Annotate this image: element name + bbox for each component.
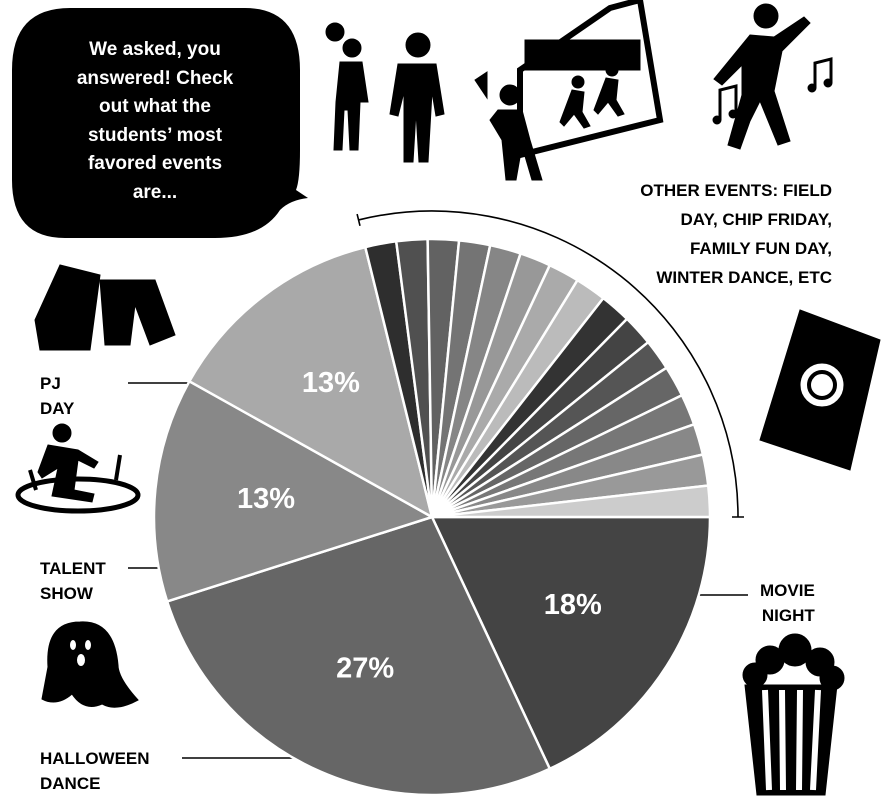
pie-slice <box>187 245 434 520</box>
pie-slice <box>152 379 436 603</box>
text-line: OTHER EVENTS: FIELD <box>640 181 832 200</box>
icons <box>15 0 881 796</box>
pie-slice <box>431 484 712 519</box>
text-line: answered! Check <box>76 67 234 89</box>
text-line: We asked, you <box>89 39 221 60</box>
other-events-note: OTHER EVENTS: FIELD DAY, CHIP FRIDAY, FAMI… <box>560 176 832 292</box>
category-label: PJ DAY <box>40 374 75 418</box>
text-line: DAY, CHIP FRIDAY, <box>680 210 832 229</box>
pie-slice <box>165 515 552 797</box>
pie: 18% 27% 13% 13% <box>152 210 744 797</box>
text-line: out what the <box>99 96 211 117</box>
value-label: 18% <box>544 589 602 621</box>
speech-bubble-text: We asked, you answered! Check out what the… <box>40 36 270 207</box>
value-label: 13% <box>237 483 295 515</box>
category-label: TALENT SHOW <box>40 559 106 603</box>
text-line: WINTER DANCE, ETC <box>656 268 832 287</box>
pie-slice <box>430 515 712 771</box>
category-label: HALLOWEEN DANCE <box>40 749 150 793</box>
speech-bubble <box>12 8 308 238</box>
text-line: are... <box>132 181 178 203</box>
value-label: 13% <box>302 367 360 399</box>
text-line: FAMILY FUN DAY, <box>689 239 832 258</box>
bracket-end <box>356 213 744 518</box>
value-label: 27% <box>336 652 394 684</box>
text-line: students’ most <box>87 124 223 146</box>
bracket <box>358 210 739 518</box>
text-line: favored events <box>87 153 223 174</box>
category-label: MOVIE NIGHT <box>760 581 815 625</box>
